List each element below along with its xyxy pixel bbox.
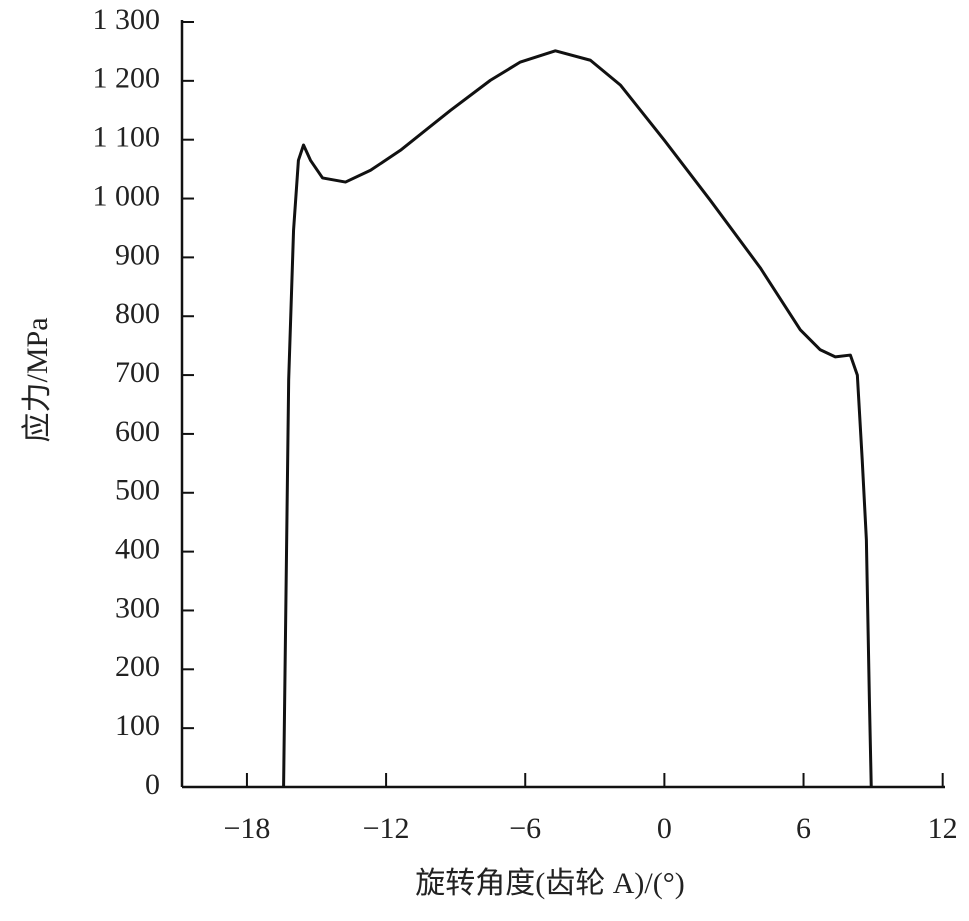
y-tick-label: 500 — [115, 474, 160, 507]
y-tick-label: 800 — [115, 297, 160, 330]
x-tick-label: −12 — [363, 812, 410, 845]
y-tick-label: 200 — [115, 650, 160, 683]
y-tick-label: 600 — [115, 415, 160, 448]
data-line — [282, 49, 873, 788]
y-tick-label: 900 — [115, 238, 160, 271]
y-tick-label: 0 — [145, 768, 160, 801]
y-tick-label: 700 — [115, 356, 160, 389]
y-axis-label: 应力/MPa — [21, 317, 54, 442]
x-tick-label: −18 — [223, 812, 270, 845]
y-tick-label: 1 000 — [93, 179, 161, 212]
x-tick-label: 6 — [796, 812, 811, 845]
y-tick-label: 1 300 — [93, 3, 161, 36]
y-tick-label: 1 200 — [93, 62, 161, 95]
y-tick-label: 1 100 — [93, 121, 161, 154]
y-tick-label: 400 — [115, 533, 160, 566]
x-tick-label: 0 — [657, 812, 672, 845]
x-axis-label: 旋转角度(齿轮 A)/(°) — [415, 867, 684, 900]
x-tick-label: 12 — [928, 812, 958, 845]
y-tick-label: 300 — [115, 591, 160, 624]
x-tick-label: −6 — [509, 812, 541, 845]
y-tick-label: 100 — [115, 709, 160, 742]
